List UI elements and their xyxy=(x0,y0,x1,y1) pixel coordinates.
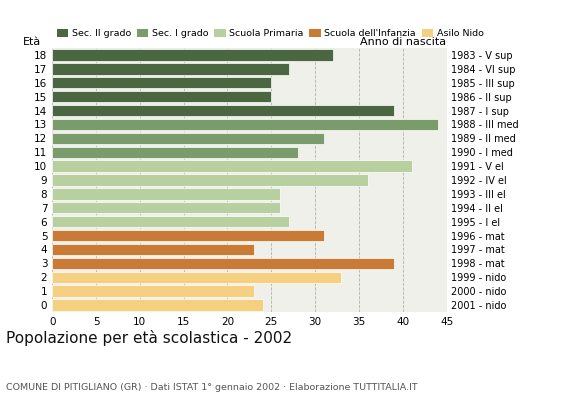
Bar xyxy=(52,105,394,116)
Bar xyxy=(52,174,368,186)
Bar xyxy=(52,258,394,269)
Bar xyxy=(52,49,333,61)
Text: Età: Età xyxy=(23,37,41,47)
Bar xyxy=(52,119,438,130)
Bar xyxy=(52,202,280,214)
Bar xyxy=(52,77,271,88)
Text: Popolazione per età scolastica - 2002: Popolazione per età scolastica - 2002 xyxy=(6,330,292,346)
Bar xyxy=(52,133,324,144)
Bar xyxy=(52,160,412,172)
Bar xyxy=(52,188,280,200)
Bar xyxy=(52,230,324,241)
Bar xyxy=(52,63,289,74)
Text: COMUNE DI PITIGLIANO (GR) · Dati ISTAT 1° gennaio 2002 · Elaborazione TUTTITALIA: COMUNE DI PITIGLIANO (GR) · Dati ISTAT 1… xyxy=(6,383,418,392)
Bar xyxy=(52,272,342,283)
Bar xyxy=(52,299,263,311)
Legend: Sec. II grado, Sec. I grado, Scuola Primaria, Scuola dell'Infanzia, Asilo Nido: Sec. II grado, Sec. I grado, Scuola Prim… xyxy=(57,29,484,38)
Bar xyxy=(52,146,298,158)
Bar xyxy=(52,286,254,297)
Text: Anno di nascita: Anno di nascita xyxy=(361,37,447,47)
Bar xyxy=(52,216,289,227)
Bar xyxy=(52,244,254,255)
Bar xyxy=(52,91,271,102)
